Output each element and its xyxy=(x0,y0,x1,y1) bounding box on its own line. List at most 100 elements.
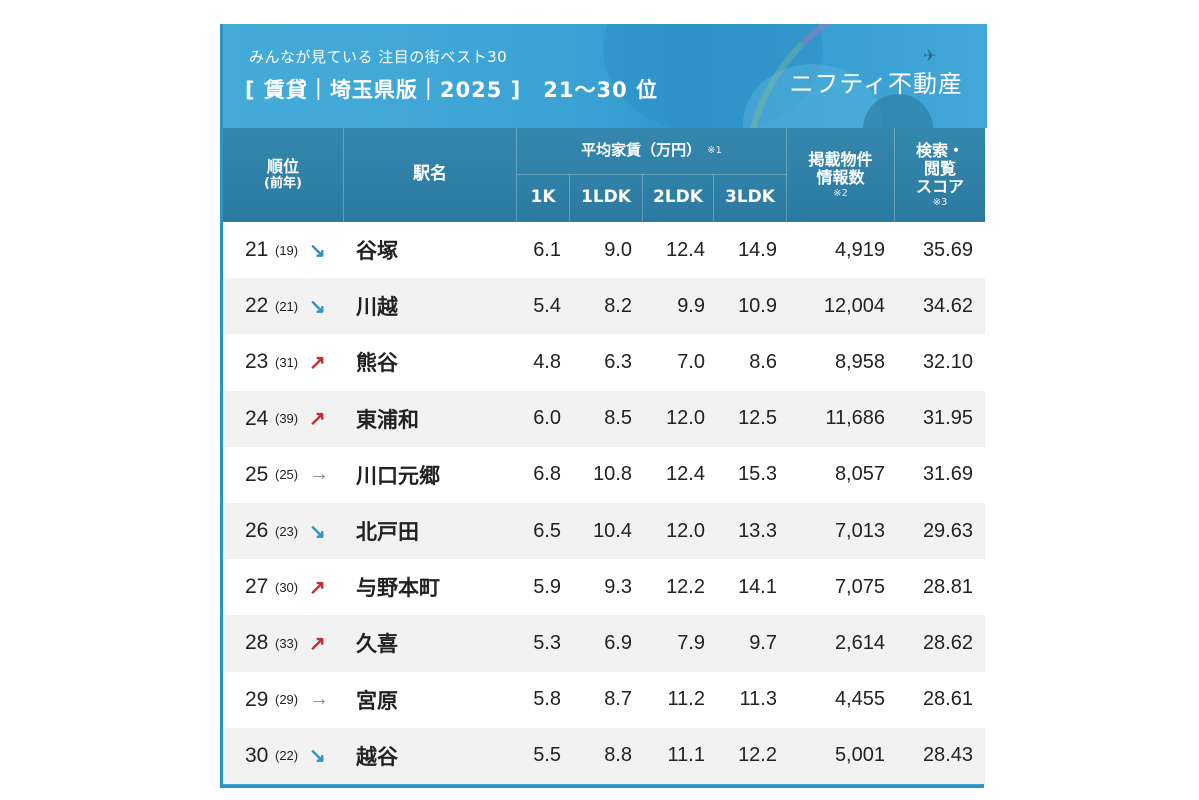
rent-3ldk-value: 12.2 xyxy=(738,744,777,767)
station-name: 熊谷 xyxy=(356,351,398,376)
header-3ldk: 3LDK xyxy=(714,174,787,222)
rent-2ldk-value: 9.9 xyxy=(677,294,705,317)
trend-arrow-icon: ↗ xyxy=(309,351,326,374)
rent-1ldk-value: 8.2 xyxy=(604,294,632,317)
station-name: 久喜 xyxy=(356,632,398,657)
trend-arrow-icon: → xyxy=(309,463,329,486)
rent-3ldk-value: 14.9 xyxy=(738,238,777,261)
rent-1k-value: 6.0 xyxy=(533,407,561,430)
header-1k: 1K xyxy=(517,174,570,222)
listings-count-value: 8,958 xyxy=(834,350,885,373)
table-row: 26 (23) ↘ 北戸田 6.5 10.4 12.0 13.3 7,013 2… xyxy=(223,502,985,560)
rank-value: 22 xyxy=(245,294,269,318)
rent-2ldk-value: 7.9 xyxy=(677,631,705,654)
rank-value: 25 xyxy=(245,462,269,486)
rent-1k-value: 5.9 xyxy=(533,575,561,598)
rank-value: 24 xyxy=(245,406,269,430)
score-value: 28.61 xyxy=(922,688,973,711)
brand-logo: ニフティ不動産 xyxy=(789,70,963,98)
table-row: 21 (19) ↘ 谷塚 6.1 9.0 12.4 14.9 4,919 35.… xyxy=(223,222,985,279)
rent-1k-value: 6.8 xyxy=(533,463,561,486)
rank-value: 27 xyxy=(245,575,269,599)
rent-2ldk-value: 12.0 xyxy=(666,519,705,542)
rent-1k-value: 5.8 xyxy=(533,688,561,711)
rent-1ldk-value: 10.8 xyxy=(593,463,632,486)
score-value: 34.62 xyxy=(922,294,973,317)
score-value: 29.63 xyxy=(922,519,973,542)
banner-subtitle: みんなが見ている 注目の街ベスト30 xyxy=(249,48,508,66)
previous-rank-value: (25) xyxy=(275,467,299,483)
previous-rank-value: (33) xyxy=(275,635,299,651)
table-header: 順位 (前年) 駅名 平均家賃（万円） ※1 1K 1LDK 2LDK 3LDK… xyxy=(223,128,985,222)
rent-2ldk-value: 11.1 xyxy=(667,744,705,767)
station-name: 北戸田 xyxy=(356,520,419,545)
banner: ✈ みんなが見ている 注目の街ベスト30 [ 賃貸｜埼玉県版｜2025 ] 21… xyxy=(223,24,987,128)
trend-arrow-icon: ↗ xyxy=(309,408,326,431)
rent-1ldk-value: 8.7 xyxy=(604,688,632,711)
trend-arrow-icon: ↗ xyxy=(309,576,326,599)
rent-3ldk-value: 14.1 xyxy=(738,575,777,598)
table-row: 25 (25) → 川口元郷 6.8 10.8 12.4 15.3 8,057 … xyxy=(223,446,985,503)
rent-2ldk-value: 12.4 xyxy=(666,238,705,261)
table-body: 21 (19) ↘ 谷塚 6.1 9.0 12.4 14.9 4,919 35.… xyxy=(223,222,985,784)
bird-icon: ✈ xyxy=(923,46,937,65)
table-row: 30 (22) ↘ 越谷 5.5 8.8 11.1 12.2 5,001 28.… xyxy=(223,727,985,784)
rent-1k-value: 5.3 xyxy=(533,631,561,654)
trend-arrow-icon: ↘ xyxy=(309,239,326,262)
listings-count-value: 5,001 xyxy=(834,744,885,767)
listings-count-value: 7,075 xyxy=(834,575,885,598)
rent-3ldk-value: 10.9 xyxy=(738,294,777,317)
rent-2ldk-value: 12.0 xyxy=(666,407,705,430)
table-row: 22 (21) ↘ 川越 5.4 8.2 9.9 10.9 12,004 34.… xyxy=(223,278,985,335)
trend-arrow-icon: → xyxy=(309,688,329,711)
listings-count-value: 11,686 xyxy=(825,407,885,430)
listings-count-value: 2,614 xyxy=(834,631,885,654)
rank-value: 26 xyxy=(245,519,269,543)
rent-1ldk-value: 10.4 xyxy=(593,519,632,542)
previous-rank-value: (22) xyxy=(275,748,299,764)
header-score-note: ※3 xyxy=(932,196,948,208)
rent-1k-value: 6.5 xyxy=(533,519,561,542)
table-row: 27 (30) ↗ 与野本町 5.9 9.3 12.2 14.1 7,075 2… xyxy=(223,559,985,616)
rent-1ldk-value: 9.3 xyxy=(604,575,632,598)
table-row: 28 (33) ↗ 久喜 5.3 6.9 7.9 9.7 2,614 28.62 xyxy=(223,615,985,672)
score-value: 32.10 xyxy=(922,350,973,373)
header-rank-sub: (前年) xyxy=(264,175,302,191)
rent-3ldk-value: 12.5 xyxy=(738,407,777,430)
score-value: 31.95 xyxy=(922,407,973,430)
previous-rank-value: (23) xyxy=(275,523,299,539)
header-rank-label: 順位 xyxy=(266,157,299,177)
header-score-line1: 検索・ xyxy=(915,140,964,160)
table-row: 23 (31) ↗ 熊谷 4.8 6.3 7.0 8.6 8,958 32.10 xyxy=(223,334,985,391)
rent-2ldk-value: 7.0 xyxy=(677,350,705,373)
header-divider xyxy=(517,174,787,175)
previous-rank-value: (21) xyxy=(275,298,299,314)
station-name: 与野本町 xyxy=(356,576,440,601)
station-name: 川口元郷 xyxy=(356,463,440,488)
header-listings: 掲載物件 情報数 ※2 xyxy=(787,128,895,222)
previous-rank-value: (29) xyxy=(275,692,299,708)
banner-title: [ 賃貸｜埼玉県版｜2025 ] 21〜30 位 xyxy=(245,78,659,102)
trend-arrow-icon: ↘ xyxy=(309,520,326,543)
rent-1k-value: 5.4 xyxy=(533,294,561,317)
listings-count-value: 12,004 xyxy=(823,294,885,317)
listings-count-value: 4,919 xyxy=(834,238,885,261)
rank-value: 30 xyxy=(245,743,269,767)
header-score-line3: スコア xyxy=(915,177,964,197)
header-listings-line2: 情報数 xyxy=(816,168,865,188)
header-score: 検索・ 閲覧 スコア ※3 xyxy=(895,128,985,222)
rent-1ldk-value: 8.5 xyxy=(604,407,632,430)
rent-1ldk-value: 6.3 xyxy=(604,350,632,373)
ranking-card: ✈ みんなが見ている 注目の街ベスト30 [ 賃貸｜埼玉県版｜2025 ] 21… xyxy=(220,24,987,788)
rent-3ldk-value: 8.6 xyxy=(749,350,777,373)
previous-rank-value: (30) xyxy=(275,579,299,595)
previous-rank-value: (31) xyxy=(275,354,299,370)
station-name: 東浦和 xyxy=(356,407,419,432)
previous-rank-value: (39) xyxy=(275,411,299,427)
station-name: 宮原 xyxy=(356,688,398,713)
header-1ldk: 1LDK xyxy=(570,174,643,222)
rank-value: 29 xyxy=(245,687,269,711)
rent-3ldk-value: 15.3 xyxy=(738,463,777,486)
score-value: 28.62 xyxy=(922,631,973,654)
rent-2ldk-value: 12.2 xyxy=(666,575,705,598)
